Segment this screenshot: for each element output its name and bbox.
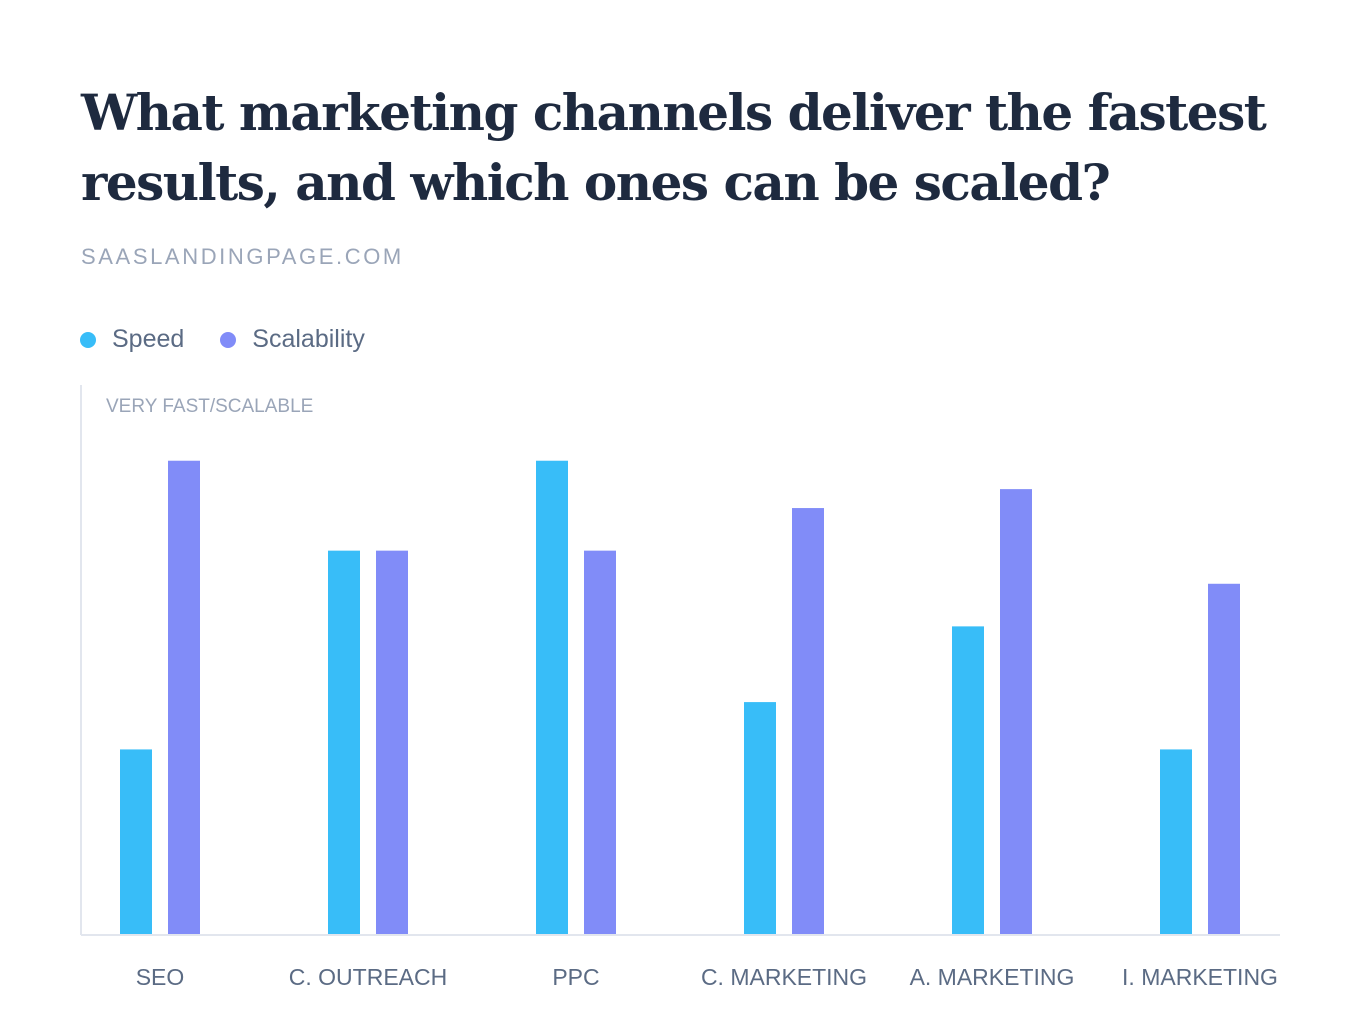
x-tick-label: C. MARKETING bbox=[701, 964, 867, 990]
bar-speed-1 bbox=[328, 550, 360, 934]
x-tick-label: SEO bbox=[136, 964, 185, 990]
chart-subtitle: SAASLANDINGPAGE.COM bbox=[81, 244, 404, 269]
bar-speed-0 bbox=[120, 749, 152, 934]
legend-item-scalability: Scalability bbox=[220, 325, 365, 354]
bar-scalability-0 bbox=[168, 460, 200, 934]
legend-dot-scalability bbox=[220, 331, 237, 348]
bar-speed-2 bbox=[536, 460, 568, 934]
chart-title: What marketing channels deliver the fast… bbox=[81, 83, 1267, 212]
bar-scalability-1 bbox=[376, 550, 408, 934]
bar-scalability-5 bbox=[1208, 583, 1240, 934]
bar-speed-5 bbox=[1160, 749, 1192, 934]
x-tick-label: A. MARKETING bbox=[910, 964, 1075, 990]
x-tick-label: PPC bbox=[552, 964, 599, 990]
bar-speed-3 bbox=[744, 702, 776, 934]
bar-scalability-4 bbox=[1000, 489, 1032, 934]
bar-scalability-2 bbox=[584, 550, 616, 934]
x-tick-label: C. OUTREACH bbox=[289, 964, 447, 990]
legend: Speed Scalability bbox=[80, 325, 401, 354]
x-tick-label: I. MARKETING bbox=[1122, 964, 1278, 990]
bar-scalability-3 bbox=[792, 508, 824, 934]
y-axis-label: VERY FAST/SCALABLE bbox=[106, 396, 313, 417]
legend-label-scalability: Scalability bbox=[252, 325, 365, 353]
legend-label-speed: Speed bbox=[112, 325, 185, 353]
legend-item-speed: Speed bbox=[80, 325, 184, 354]
legend-dot-speed bbox=[80, 331, 96, 348]
bar-speed-4 bbox=[952, 626, 984, 934]
